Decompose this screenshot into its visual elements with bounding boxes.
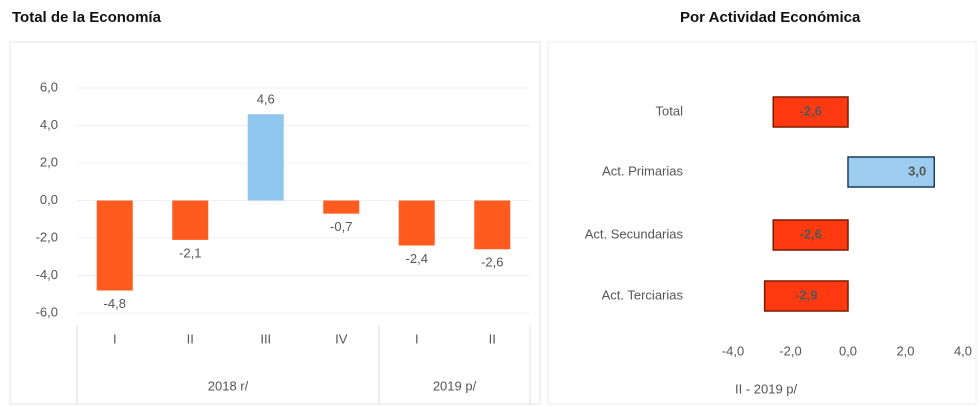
x-tick-label: IV bbox=[335, 331, 348, 346]
right-panel bbox=[547, 41, 977, 405]
data-label: 4,6 bbox=[257, 92, 275, 107]
data-label: -0,7 bbox=[330, 219, 352, 234]
y-tick-label: 2,0 bbox=[40, 154, 58, 169]
category-label: Total bbox=[656, 103, 684, 118]
left-panel bbox=[9, 41, 541, 405]
y-tick-label: -6,0 bbox=[36, 304, 58, 319]
bar bbox=[474, 200, 511, 250]
y-tick-label: -4,0 bbox=[36, 267, 58, 282]
bar bbox=[96, 200, 133, 291]
category-label: Act. Terciarias bbox=[602, 287, 684, 302]
x-tick-label: 2,0 bbox=[896, 343, 914, 358]
category-label: Act. Primarias bbox=[602, 163, 683, 178]
y-tick-label: -2,0 bbox=[36, 229, 58, 244]
data-label: -2,6 bbox=[799, 103, 821, 118]
data-label: -2,4 bbox=[406, 251, 428, 266]
data-label: -2,1 bbox=[179, 245, 201, 260]
bar bbox=[323, 200, 360, 214]
x-axis-label: II - 2019 p/ bbox=[735, 381, 798, 396]
y-tick-label: 6,0 bbox=[40, 79, 58, 94]
bar bbox=[772, 96, 849, 128]
x-tick-label: I bbox=[415, 331, 419, 346]
bar bbox=[398, 200, 435, 246]
bar bbox=[763, 280, 849, 312]
left-title: Total de la Economía bbox=[12, 9, 162, 26]
right-title: Por Actividad Económica bbox=[680, 9, 861, 26]
x-tick-label: -2,0 bbox=[779, 343, 801, 358]
data-label: -4,8 bbox=[104, 296, 126, 311]
group-label: 2018 r/ bbox=[208, 378, 249, 393]
data-label: 3,0 bbox=[908, 163, 926, 178]
bar bbox=[172, 200, 209, 240]
bar bbox=[772, 219, 849, 251]
y-tick-label: 0,0 bbox=[40, 192, 58, 207]
x-tick-label: I bbox=[113, 331, 117, 346]
x-tick-label: III bbox=[260, 331, 271, 346]
x-tick-label: II bbox=[489, 331, 496, 346]
x-tick-label: 4,0 bbox=[954, 343, 972, 358]
bar bbox=[247, 114, 284, 201]
bar bbox=[847, 156, 935, 188]
group-label: 2019 p/ bbox=[433, 378, 477, 393]
x-tick-label: II bbox=[187, 331, 194, 346]
x-tick-label: -4,0 bbox=[722, 343, 744, 358]
data-label: -2,9 bbox=[795, 287, 817, 302]
category-label: Act. Secundarias bbox=[585, 226, 684, 241]
data-label: -2,6 bbox=[799, 226, 821, 241]
y-tick-label: 4,0 bbox=[40, 117, 58, 132]
x-tick-label: 0,0 bbox=[839, 343, 857, 358]
data-label: -2,6 bbox=[481, 255, 503, 270]
